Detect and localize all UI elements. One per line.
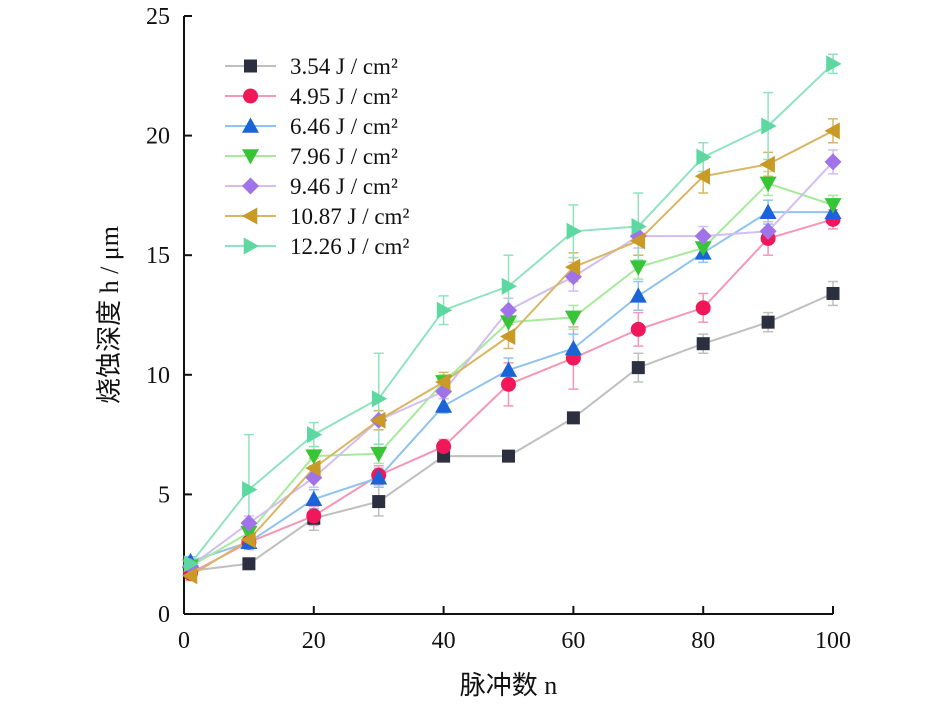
data-point-series-5 (500, 301, 517, 319)
data-point-series-7 (631, 217, 647, 235)
data-point-series-6 (370, 411, 386, 429)
series-line-6 (189, 129, 834, 577)
plot-frame (183, 16, 833, 615)
data-point-series-4 (759, 176, 777, 192)
data-point-series-7 (371, 390, 388, 408)
data-point-series-4 (694, 241, 712, 257)
data-point-series-1 (242, 557, 256, 571)
legend-label: 7.96 J / cm² (290, 144, 398, 169)
legend-label: 6.46 J / cm² (290, 114, 398, 139)
data-point-series-3 (500, 361, 517, 377)
y-tick-label: 0 (158, 602, 170, 628)
data-point-series-6 (500, 328, 516, 346)
data-point-series-1 (502, 449, 515, 463)
legend-marker (242, 117, 259, 133)
y-tick-label: 25 (146, 4, 170, 30)
data-point-series-4 (500, 315, 517, 331)
data-point-series-4 (564, 310, 582, 326)
legend-label: 12.26 J / cm² (290, 234, 409, 259)
legend-label: 9.46 J / cm² (290, 174, 398, 199)
series-markers (181, 55, 842, 585)
y-axis-title: 烧蚀深度 h / μm (95, 226, 124, 404)
legend-marker (242, 149, 259, 165)
legend-label: 10.87 J / cm² (290, 204, 409, 229)
data-point-series-1 (566, 411, 580, 425)
data-point-series-2 (695, 300, 711, 316)
data-point-series-7 (242, 481, 258, 499)
x-tick-label: 0 (178, 628, 190, 654)
data-point-series-7 (566, 222, 582, 240)
data-point-series-4 (629, 260, 647, 276)
data-point-series-3 (370, 469, 388, 485)
legend-marker (242, 177, 259, 195)
x-tick-label: 100 (815, 628, 851, 654)
y-tick-label: 20 (146, 124, 170, 150)
x-tick-label: 60 (561, 628, 585, 654)
data-point-series-6 (305, 459, 321, 477)
data-point-series-6 (181, 567, 198, 585)
data-point-series-4 (370, 446, 388, 463)
axis-ticks: 0 20 40 60 80 100 0 5 10 15 20 25 (146, 4, 851, 654)
data-point-series-1 (696, 337, 710, 351)
data-point-series-7 (307, 426, 323, 444)
data-point-series-7 (183, 555, 199, 573)
data-point-series-1 (631, 361, 645, 375)
data-point-series-1 (826, 286, 840, 300)
x-tick-label: 80 (691, 628, 715, 654)
data-point-series-3 (564, 339, 582, 356)
data-point-series-1 (372, 495, 386, 509)
data-point-series-3 (759, 203, 777, 219)
x-tick-label: 40 (432, 628, 456, 654)
data-point-series-2 (501, 376, 516, 392)
data-point-series-6 (629, 232, 646, 250)
legend-marker (243, 88, 258, 104)
data-point-series-7 (501, 277, 517, 295)
series-line-2 (190, 218, 834, 575)
data-point-series-3 (435, 397, 453, 413)
data-point-series-5 (240, 514, 258, 532)
data-point-series-6 (240, 531, 256, 549)
data-point-series-3 (305, 490, 323, 506)
y-tick-label: 5 (158, 482, 170, 508)
data-point-series-4 (824, 198, 842, 214)
data-point-series-2 (436, 439, 452, 455)
data-point-series-4 (240, 525, 258, 542)
data-point-series-5 (759, 222, 777, 240)
y-tick-label: 15 (146, 243, 170, 269)
data-point-series-6 (564, 258, 581, 276)
y-tick-label: 10 (146, 363, 170, 389)
legend-label: 3.54 J / cm² (290, 54, 398, 79)
data-point-series-7 (761, 117, 777, 135)
data-point-series-5 (824, 153, 842, 171)
x-tick-label: 20 (302, 628, 326, 654)
legend-marker (244, 59, 257, 73)
data-point-series-1 (761, 315, 775, 329)
data-point-series-7 (436, 301, 453, 319)
data-point-series-4 (305, 449, 323, 465)
legend: 3.54 J / cm² 4.95 J / cm² 6.46 J / cm² 7.96… (225, 54, 409, 259)
legend-marker (243, 237, 259, 255)
data-point-series-2 (630, 321, 646, 337)
data-point-series-7 (826, 55, 842, 73)
data-point-series-2 (306, 508, 322, 524)
series-line-5 (189, 161, 834, 568)
data-point-series-6 (694, 167, 710, 185)
legend-marker (242, 207, 258, 225)
data-point-series-5 (694, 227, 712, 245)
data-point-series-6 (824, 122, 840, 140)
data-point-series-7 (696, 148, 712, 166)
legend-label: 4.95 J / cm² (290, 84, 398, 109)
x-axis-title: 脉冲数 n (460, 671, 558, 700)
data-point-series-6 (759, 155, 775, 173)
data-point-series-6 (435, 373, 451, 391)
data-point-series-3 (629, 287, 647, 303)
